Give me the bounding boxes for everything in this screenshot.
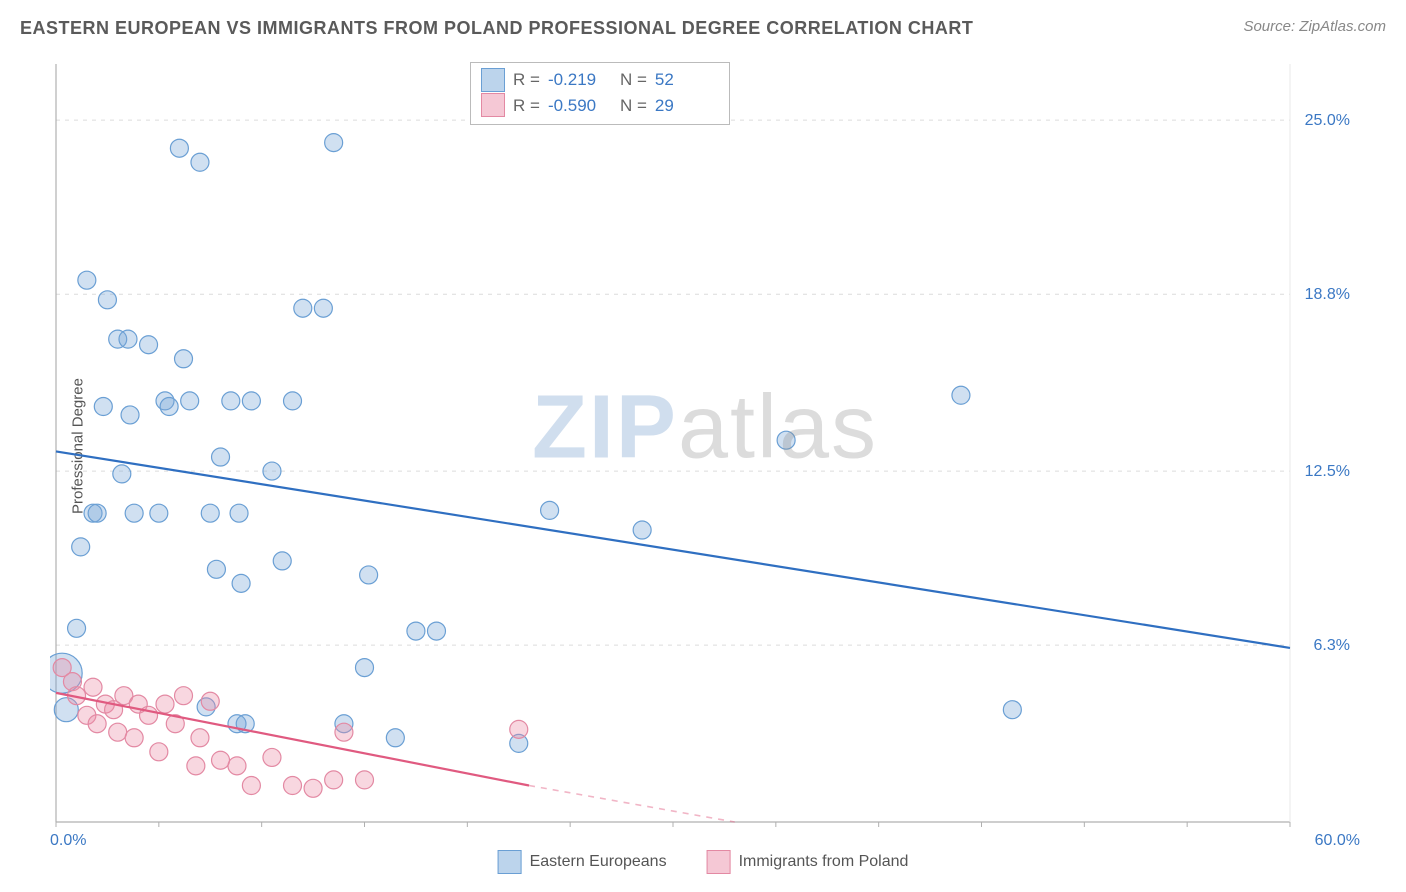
data-point (263, 748, 281, 766)
data-point (360, 566, 378, 584)
data-point (201, 504, 219, 522)
n-label: N = (620, 93, 647, 119)
x-axis-start-label: 0.0% (50, 832, 86, 850)
data-point (160, 398, 178, 416)
data-point (1003, 701, 1021, 719)
data-point (777, 431, 795, 449)
data-point (510, 720, 528, 738)
data-point (98, 291, 116, 309)
data-point (94, 398, 112, 416)
n-value: 52 (655, 67, 719, 93)
correlation-legend: R = -0.219 N = 52 R = -0.590 N = 29 (470, 62, 730, 125)
data-point (273, 552, 291, 570)
data-point (150, 743, 168, 761)
data-point (228, 757, 246, 775)
r-value: -0.590 (548, 93, 612, 119)
scatter-svg: 25.0% 18.8% 12.5% 6.3% (50, 58, 1360, 828)
data-point (119, 330, 137, 348)
r-label: R = (513, 93, 540, 119)
data-point (88, 504, 106, 522)
data-point (284, 777, 302, 795)
data-point (294, 299, 312, 317)
data-point (191, 153, 209, 171)
chart-title: EASTERN EUROPEAN VS IMMIGRANTS FROM POLA… (20, 18, 973, 39)
legend-label: Eastern Europeans (530, 853, 667, 871)
data-point (109, 723, 127, 741)
n-value: 29 (655, 93, 719, 119)
data-point (952, 386, 970, 404)
legend-item: Immigrants from Poland (707, 850, 909, 874)
data-point (207, 560, 225, 578)
data-point (78, 271, 96, 289)
source-label: Source: ZipAtlas.com (1243, 18, 1386, 35)
legend-label: Immigrants from Poland (739, 853, 909, 871)
data-point (356, 771, 374, 789)
data-point (427, 622, 445, 640)
data-point (140, 336, 158, 354)
correlation-row: R = -0.590 N = 29 (481, 93, 719, 119)
data-point (175, 687, 193, 705)
x-axis-end-label: 60.0% (1315, 832, 1360, 850)
data-point (84, 678, 102, 696)
data-point (88, 715, 106, 733)
data-point (125, 729, 143, 747)
data-point (356, 659, 374, 677)
data-point (633, 521, 651, 539)
y-tick-label: 12.5% (1305, 463, 1350, 480)
data-point (170, 139, 188, 157)
data-point (335, 723, 353, 741)
data-point (201, 692, 219, 710)
data-point (325, 134, 343, 152)
series-swatch (481, 93, 505, 117)
data-point (314, 299, 332, 317)
data-point (113, 465, 131, 483)
trend-line-extrapolated (529, 786, 735, 822)
data-point (386, 729, 404, 747)
data-point (407, 622, 425, 640)
data-point (541, 501, 559, 519)
y-tick-label: 25.0% (1305, 112, 1350, 129)
data-point (156, 695, 174, 713)
data-point (150, 504, 168, 522)
trend-line (56, 451, 1290, 648)
series-swatch (481, 68, 505, 92)
data-point (304, 779, 322, 797)
data-point (125, 504, 143, 522)
data-point (284, 392, 302, 410)
r-value: -0.219 (548, 67, 612, 93)
data-point (230, 504, 248, 522)
data-point (181, 392, 199, 410)
data-point (242, 777, 260, 795)
data-point (263, 462, 281, 480)
data-point (212, 448, 230, 466)
series-swatch (707, 850, 731, 874)
data-point (325, 771, 343, 789)
data-point (222, 392, 240, 410)
data-point (175, 350, 193, 368)
data-point (242, 392, 260, 410)
data-point (72, 538, 90, 556)
data-point (187, 757, 205, 775)
y-tick-label: 6.3% (1314, 637, 1350, 654)
data-point (212, 751, 230, 769)
r-label: R = (513, 67, 540, 93)
plot-area: 25.0%18.8%12.5%6.3% ZIPatlas (50, 58, 1360, 828)
data-point (232, 574, 250, 592)
y-tick-label: 18.8% (1305, 286, 1350, 303)
series-swatch (498, 850, 522, 874)
data-point (68, 619, 86, 637)
legend-item: Eastern Europeans (498, 850, 667, 874)
n-label: N = (620, 67, 647, 93)
data-point (191, 729, 209, 747)
bottom-legend: Eastern Europeans Immigrants from Poland (498, 850, 909, 874)
correlation-row: R = -0.219 N = 52 (481, 67, 719, 93)
data-point (121, 406, 139, 424)
